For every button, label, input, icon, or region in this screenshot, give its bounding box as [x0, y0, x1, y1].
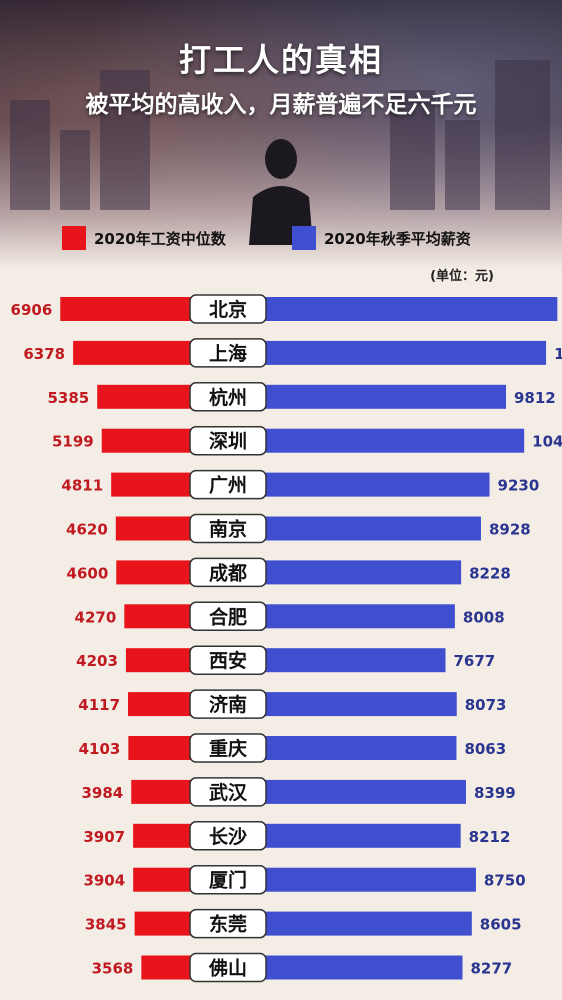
value-label-median: 4600: [67, 564, 109, 582]
city-label-box: [189, 908, 267, 939]
value-label-median: 4203: [76, 652, 118, 670]
value-label-average: 8928: [489, 521, 531, 539]
value-label-median: 3845: [85, 916, 127, 934]
city-label: 北京: [209, 298, 247, 321]
city-label-box: [189, 777, 267, 807]
city-label: 合肥: [209, 605, 247, 628]
city-label-box: [189, 425, 267, 456]
city-label: 西安: [209, 649, 247, 672]
value-label-average: 9812: [514, 389, 556, 407]
city-label: 重庆: [209, 737, 247, 760]
bar-average: [228, 560, 462, 585]
city-label: 南京: [209, 518, 247, 541]
value-label-median: 5385: [47, 389, 89, 407]
value-label-average: 8212: [469, 828, 511, 846]
value-label-average: 8073: [465, 696, 507, 714]
bar-average: [228, 779, 466, 804]
value-label-average: 8750: [484, 872, 526, 890]
city-label-box: [189, 338, 267, 368]
value-label-average: 9230: [498, 477, 540, 495]
bar-average: [228, 472, 490, 497]
city-label-box: [189, 645, 267, 675]
value-label-median: 4620: [66, 521, 108, 539]
city-label-box: [189, 382, 267, 412]
value-label-average: 7677: [454, 652, 496, 670]
city-label-box: [189, 952, 267, 983]
legend-label-median: 2020年工资中位数: [94, 229, 226, 248]
legend-item-average: 2020年秋季平均薪资: [292, 226, 471, 250]
city-label-box: [189, 557, 267, 588]
city-label-box: [189, 689, 267, 719]
value-label-median: 4117: [78, 696, 120, 714]
legend-label-average: 2020年秋季平均薪资: [324, 229, 471, 248]
value-label-average: 8063: [464, 740, 506, 758]
bar-average: [228, 428, 525, 453]
bar-average: [228, 867, 476, 892]
bar-average: [228, 384, 507, 409]
city-label: 广州: [209, 474, 247, 497]
value-label-median: 3568: [92, 960, 134, 978]
city-label-box: [189, 469, 267, 500]
city-label: 佛山: [208, 957, 247, 980]
city-label-box: [189, 294, 267, 324]
unit-label: (单位：元): [430, 269, 494, 284]
city-label: 济南: [209, 693, 247, 716]
value-label-average: 8605: [480, 916, 522, 934]
city-label-box: [189, 513, 267, 544]
value-label-average: 8228: [469, 564, 511, 582]
value-label-average: 8008: [463, 608, 505, 626]
value-label-median: 4270: [75, 608, 117, 626]
value-label-median: 3984: [81, 784, 123, 802]
value-label-average: 8277: [471, 960, 513, 978]
value-label-median: 6906: [11, 301, 53, 319]
city-label-box: [189, 864, 267, 895]
city-label: 武汉: [209, 782, 248, 804]
city-label-box: [189, 821, 267, 851]
value-label-median: 3904: [83, 872, 125, 890]
city-label: 长沙: [209, 826, 247, 848]
bar-average: [228, 516, 481, 541]
city-label: 杭州: [209, 386, 247, 409]
value-label-average: 8399: [474, 784, 516, 802]
value-label-average: 11226: [554, 345, 562, 363]
value-label-median: 4103: [79, 740, 121, 758]
value-label-median: 5199: [52, 433, 94, 451]
bar-average: [228, 911, 472, 936]
city-label: 上海: [209, 342, 247, 365]
value-label-median: 3907: [83, 828, 125, 846]
legend-swatch-median: [62, 226, 86, 250]
city-label: 厦门: [209, 869, 247, 892]
city-label-box: [189, 733, 267, 763]
page-subtitle: 被平均的高收入，月薪普遍不足六千元: [85, 92, 477, 118]
city-label: 东莞: [209, 913, 247, 936]
bar-average: [228, 297, 558, 321]
value-label-median: 6378: [23, 345, 65, 363]
value-label-average: 10453: [532, 433, 562, 451]
city-label: 深圳: [209, 430, 247, 453]
bar-average: [228, 340, 547, 365]
legend-item-median: 2020年工资中位数: [62, 226, 226, 250]
bar-average: [228, 823, 461, 848]
city-label: 成都: [209, 561, 247, 584]
legend-swatch-average: [292, 226, 316, 250]
value-label-median: 4811: [61, 477, 103, 495]
bar-average: [228, 955, 463, 980]
header-background: [0, 0, 562, 270]
city-label-box: [189, 601, 267, 632]
page-title: 打工人的真相: [178, 41, 383, 79]
